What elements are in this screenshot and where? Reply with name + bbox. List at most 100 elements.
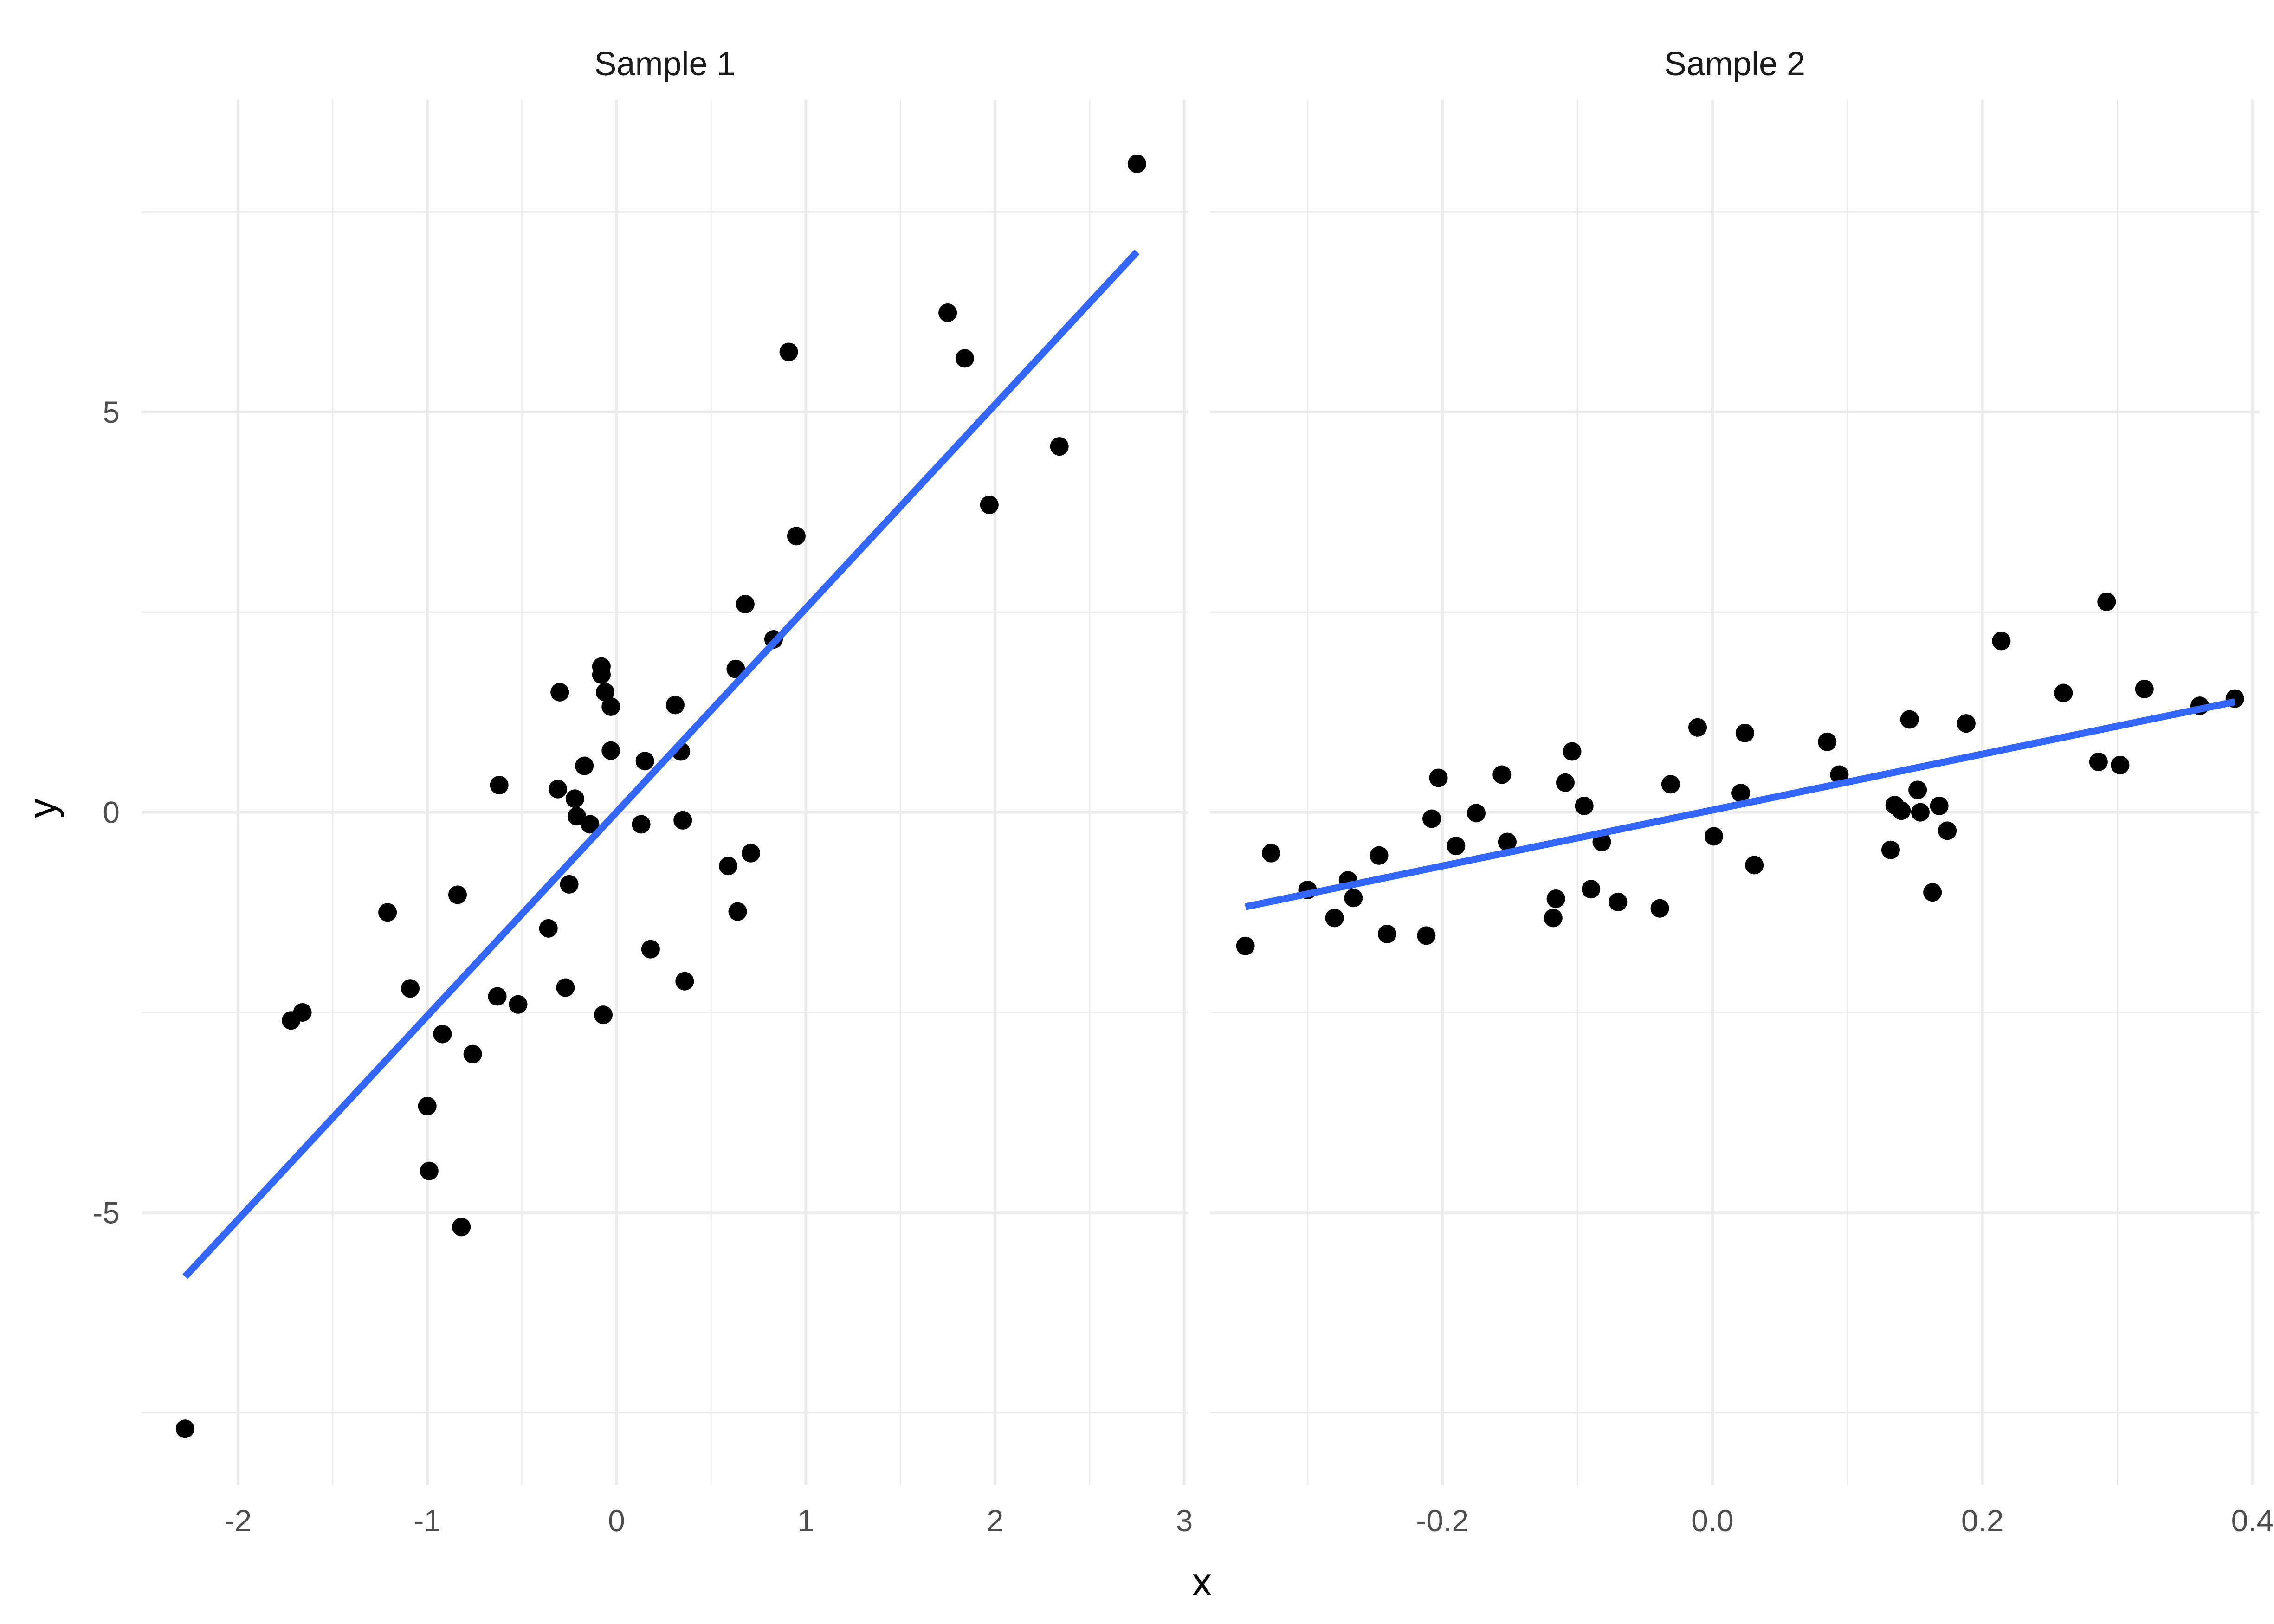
x-tick-label: 0.0 xyxy=(1691,1503,1734,1538)
data-point xyxy=(175,1419,194,1438)
x-tick-label: -0.2 xyxy=(1416,1503,1469,1538)
data-point xyxy=(448,885,467,904)
data-point xyxy=(1704,827,1723,846)
data-point xyxy=(1127,155,1146,174)
y-axis-title: y xyxy=(20,799,64,818)
data-point xyxy=(728,902,747,921)
data-point xyxy=(463,1044,482,1063)
data-point xyxy=(488,987,507,1006)
data-point xyxy=(742,844,761,863)
data-point xyxy=(1735,723,1754,742)
data-point xyxy=(955,349,974,368)
x-tick-label: 0 xyxy=(608,1503,625,1538)
data-point xyxy=(1688,718,1707,737)
data-point xyxy=(1582,880,1601,899)
data-point xyxy=(401,979,420,998)
data-point xyxy=(420,1161,439,1180)
data-point xyxy=(1938,821,1957,840)
data-point xyxy=(2111,755,2130,774)
data-point xyxy=(665,696,685,715)
data-point xyxy=(1731,784,1751,803)
data-point xyxy=(1261,844,1280,863)
data-point xyxy=(2089,752,2108,771)
x-tick-label: -1 xyxy=(413,1503,441,1538)
data-point xyxy=(1992,632,2011,651)
data-point xyxy=(1370,846,1389,865)
data-point xyxy=(1378,924,1397,943)
data-point xyxy=(1325,909,1344,928)
x-tick-label: 2 xyxy=(987,1503,1004,1538)
data-point xyxy=(779,342,798,361)
data-point xyxy=(1900,710,1919,729)
data-point xyxy=(490,775,509,794)
data-point xyxy=(1818,732,1837,751)
x-axis-title: x xyxy=(1192,1560,1212,1604)
data-point xyxy=(560,875,579,894)
panel-sample-1: Sample 1 -2 -1 0 1 2 3 -5 0 5 xyxy=(92,45,1193,1538)
data-point xyxy=(1661,775,1680,794)
data-point xyxy=(1957,714,1976,733)
data-point xyxy=(1050,437,1069,456)
x-tick-label: -2 xyxy=(225,1503,252,1538)
data-point xyxy=(1650,899,1669,918)
x-tick-label: 0.2 xyxy=(1961,1503,2004,1538)
data-point xyxy=(549,780,568,799)
x-tick-label: 1 xyxy=(797,1503,814,1538)
data-point xyxy=(1556,773,1575,792)
data-point xyxy=(787,527,806,546)
data-point xyxy=(1466,804,1486,823)
data-point xyxy=(509,995,528,1014)
data-point xyxy=(726,659,745,678)
regression-line xyxy=(1245,698,2236,910)
data-point xyxy=(673,811,692,830)
data-point xyxy=(938,303,957,322)
y-tick-label: -5 xyxy=(92,1195,120,1230)
data-point xyxy=(378,903,397,922)
data-point xyxy=(293,1003,312,1022)
data-point xyxy=(1745,856,1764,875)
data-point xyxy=(592,665,611,684)
data-point xyxy=(632,815,651,834)
x-tick-label: 3 xyxy=(1176,1503,1193,1538)
data-point xyxy=(581,815,600,834)
data-point xyxy=(1911,803,1930,822)
data-point xyxy=(736,595,755,614)
data-point xyxy=(2135,679,2154,698)
data-point xyxy=(1546,889,1565,908)
data-point xyxy=(452,1218,471,1237)
panel-sample-2: Sample 2 -0.2 0.0 0.2 0.4 xyxy=(1210,45,2274,1538)
data-point xyxy=(575,756,594,775)
data-point xyxy=(1881,840,1900,859)
data-point xyxy=(1908,780,1927,799)
data-point xyxy=(1923,883,1942,902)
data-point xyxy=(565,789,584,808)
data-point xyxy=(980,496,999,515)
data-point xyxy=(1429,768,1448,787)
data-point xyxy=(1892,801,1911,820)
data-point xyxy=(550,683,569,702)
data-point xyxy=(1492,765,1512,784)
data-point xyxy=(539,919,558,938)
data-point xyxy=(1575,796,1594,815)
data-point xyxy=(556,978,575,997)
data-point xyxy=(675,972,694,991)
data-point xyxy=(433,1025,452,1044)
strip-label: Sample 1 xyxy=(594,45,735,83)
data-point xyxy=(719,857,738,876)
x-tick-label: 0.4 xyxy=(2231,1503,2274,1538)
data-point xyxy=(601,697,620,716)
data-point xyxy=(2054,683,2073,702)
data-point xyxy=(1422,809,1441,828)
regression-line xyxy=(182,249,1140,1279)
data-point xyxy=(1344,889,1363,908)
data-point xyxy=(1930,796,1949,815)
data-point xyxy=(1498,832,1517,851)
data-point xyxy=(1609,892,1628,911)
data-point xyxy=(1417,926,1436,945)
data-point xyxy=(418,1096,437,1115)
data-point xyxy=(2097,592,2116,611)
strip-label: Sample 2 xyxy=(1664,45,1805,83)
data-point xyxy=(596,683,615,702)
data-point xyxy=(635,752,654,771)
